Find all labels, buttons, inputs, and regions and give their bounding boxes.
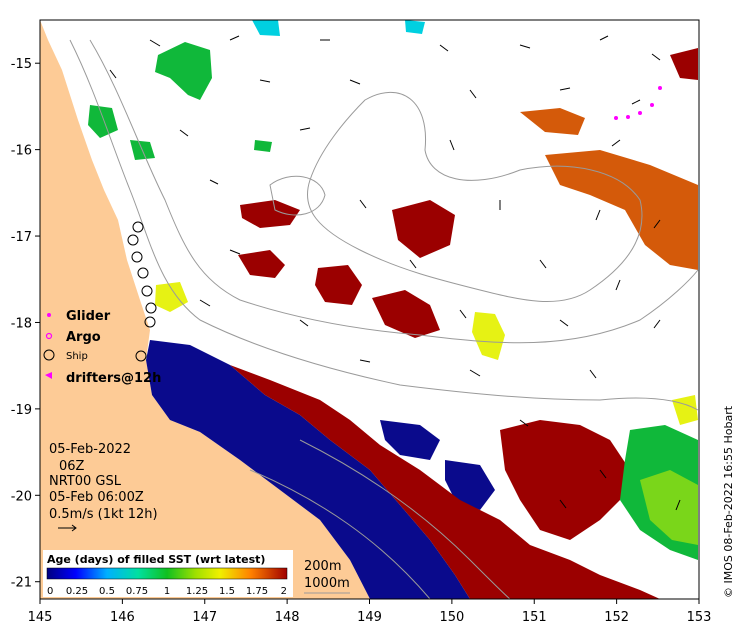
colorbar-tick-label: 0 [47,586,53,597]
colorbar-title: Age (days) of filled SST (wrt latest) [47,553,265,566]
info-date: 05-Feb-2022 [49,442,131,457]
x-tick-label: 149 [357,610,382,625]
colorbar-tick-label: 2 [281,586,287,597]
x-tick-label: 146 [110,610,135,625]
legend-drifters-label: drifters@12h [66,371,161,386]
x-tick-label: 147 [192,610,217,625]
sst-red-patch [238,250,285,278]
sst-yellow-patch [155,282,188,312]
colorbar-gradient [46,567,288,580]
legend-ship-label: Ship [66,351,88,362]
sst-red-patch [670,48,698,80]
y-tick-label: -17 [11,230,32,245]
colorbar-tick-label: 1.5 [219,586,235,597]
sst-blue-band [146,340,470,599]
y-tick-label: -19 [11,403,32,418]
glider-marker-icon [47,313,51,317]
drifter-flag-icon [45,372,52,379]
colorbar-tick-label: 1.25 [186,586,208,597]
colorbar-tick-label: 0.75 [126,586,148,597]
symbols-legend: Glider Argo Ship drifters@12h [43,309,161,386]
y-axis: -15 -16 -17 -18 -19 -20 -21 [11,57,40,591]
sst-red-patch [392,200,455,258]
y-tick-label: -18 [11,316,32,331]
y-tick-label: -16 [11,144,32,159]
land-mass [40,20,370,599]
depth-legend: 200m 1000m [304,559,350,594]
sst-yellow-patch [472,312,505,360]
info-hour: 06Z [59,459,85,474]
info-block: 05-Feb-2022 06Z NRT00 GSL 05-Feb 06:00Z … [49,442,158,532]
sst-red-patch [372,290,440,338]
depth-contours [69,39,699,599]
info-valid: 05-Feb 06:00Z [49,490,144,505]
argo-marker-icon [45,332,53,340]
y-tick-label: -20 [11,489,32,504]
x-tick-label: 153 [687,610,712,625]
x-tick-label: 151 [522,610,547,625]
sst-cyan-patch [405,20,425,34]
info-product: NRT00 GSL [49,474,122,489]
info-scale: 0.5m/s (1kt 12h) [49,507,158,522]
sst-orange-patch [545,150,698,270]
drifter-markers [614,86,662,120]
x-tick-label: 150 [439,610,464,625]
ship-marker-icon [43,349,55,361]
imos-credit: © IMOS 08-Feb-2022 16:55 Hobart [722,405,735,598]
sst-red-patch [240,200,300,228]
y-tick-label: -21 [11,576,32,591]
depth-200m-label: 200m [304,559,341,574]
colorbar-tick-label: 1.75 [246,586,268,597]
scale-arrow-icon [58,524,77,532]
sst-green-patch [155,42,212,100]
colorbar-tick-label: 0.5 [99,586,115,597]
depth-1000m-label: 1000m [304,576,350,591]
sst-red-band [230,365,660,599]
x-tick-label: 145 [28,610,53,625]
age-colorbar: Age (days) of filled SST (wrt latest) 0 0… [43,550,293,597]
sst-lightgreen-patch [640,470,698,545]
legend-glider-label: Glider [66,309,111,324]
sst-yellow-patch [672,395,698,425]
sst-green-patch [88,105,118,138]
current-vectors [109,35,681,511]
sst-red-band [500,420,630,540]
y-tick-label: -15 [11,57,32,72]
sst-cyan-patch [252,20,280,36]
sst-orange-patch [520,108,585,135]
sst-green-patch [254,140,272,152]
colorbar-tick-label: 1 [164,586,170,597]
legend-argo-label: Argo [66,330,101,345]
x-axis: 145 146 147 148 149 150 151 152 153 [28,599,712,625]
sst-blue-patch [380,420,440,460]
ship-track [127,221,157,362]
colorbar-tick-label: 0.25 [66,586,88,597]
x-tick-label: 152 [604,610,629,625]
sst-red-patch [315,265,362,305]
sst-blue-patch [445,460,495,510]
x-tick-label: 148 [275,610,300,625]
